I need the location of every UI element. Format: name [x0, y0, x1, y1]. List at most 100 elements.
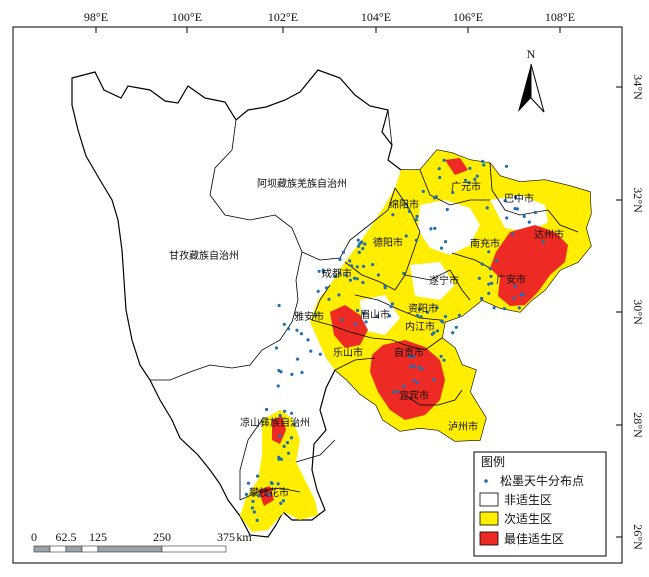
distribution-point	[533, 210, 538, 215]
distribution-point	[415, 381, 419, 385]
distribution-point	[419, 315, 423, 319]
distribution-point	[451, 190, 455, 194]
distribution-point	[402, 384, 406, 388]
distribution-point	[355, 277, 359, 281]
distribution-point	[277, 303, 281, 308]
distribution-point	[279, 370, 283, 374]
distribution-point	[353, 322, 357, 326]
distribution-point	[274, 346, 279, 350]
distribution-point	[392, 390, 396, 394]
distribution-point	[407, 209, 411, 213]
legend: 图例 松墨天牛分布点 非适生区 次适生区 最佳适生区	[473, 451, 607, 557]
label-guangan: 广安市	[496, 273, 526, 286]
distribution-point	[481, 159, 485, 163]
distribution-point	[289, 436, 294, 440]
label-ziyang: 资阳市	[408, 302, 438, 315]
distribution-point	[512, 296, 517, 300]
distribution-point	[485, 206, 489, 210]
label-panzhihua: 攀枝花市	[249, 486, 289, 499]
distribution-point	[429, 227, 433, 231]
label-deyang: 德阳市	[373, 236, 403, 249]
distribution-point	[438, 175, 442, 180]
scale-label-0: 0	[31, 530, 37, 544]
distribution-point	[285, 441, 290, 445]
distribution-point	[435, 329, 440, 333]
distribution-point	[541, 240, 545, 244]
label-nanchong: 南充市	[470, 237, 500, 250]
distribution-point	[511, 232, 515, 236]
distribution-point	[244, 492, 248, 496]
distribution-point	[340, 318, 344, 322]
distribution-point	[318, 352, 322, 356]
distribution-point	[433, 196, 437, 200]
distribution-point	[313, 313, 317, 317]
distribution-point	[286, 327, 290, 331]
distribution-point	[287, 451, 291, 455]
distribution-point	[257, 494, 261, 498]
distribution-point	[504, 164, 509, 168]
distribution-point	[433, 226, 437, 230]
distribution-point	[358, 242, 362, 246]
distribution-point	[337, 293, 341, 297]
distribution-point	[375, 314, 379, 318]
distribution-point	[348, 278, 352, 282]
legend-title: 图例	[481, 455, 505, 469]
distribution-point	[414, 238, 418, 242]
distribution-point	[299, 332, 303, 336]
distribution-point	[513, 284, 517, 289]
distribution-point	[338, 271, 342, 275]
tick-102E: 102°E	[268, 10, 298, 24]
distribution-point	[388, 314, 392, 318]
distribution-point	[475, 174, 479, 178]
legend-swatch-sub-suitable	[479, 511, 499, 526]
distribution-point	[276, 384, 280, 388]
north-arrow: N	[518, 47, 545, 113]
distribution-point	[439, 354, 443, 358]
distribution-point	[442, 358, 446, 362]
distribution-point	[278, 434, 282, 438]
label-yibin: 宜宾市	[399, 389, 429, 402]
tick-26N: 26°N	[631, 524, 645, 550]
scale-unit: km	[236, 530, 252, 544]
distribution-points	[244, 158, 545, 523]
tick-108E: 108°E	[545, 10, 575, 24]
tick-100E: 100°E	[172, 10, 202, 24]
distribution-point	[421, 189, 425, 193]
label-leshan: 乐山市	[333, 346, 363, 359]
distribution-point	[344, 273, 348, 277]
tick-32N: 32°N	[631, 187, 645, 213]
distribution-point	[283, 409, 287, 413]
distribution-point	[270, 481, 274, 485]
non-suitable-patch	[410, 262, 455, 300]
non-suitable-patch	[360, 295, 400, 335]
distribution-point	[490, 281, 494, 285]
distribution-point	[480, 296, 484, 300]
legend-item-non-suitable: 非适生区	[504, 493, 552, 507]
distribution-point	[457, 313, 461, 317]
distribution-point	[349, 264, 354, 268]
distribution-point	[404, 202, 408, 206]
distribution-point	[473, 177, 477, 181]
scale-bar: 0 62.5 125 250 375 km	[31, 530, 252, 553]
label-dazhou: 达州市	[534, 228, 564, 241]
distribution-point	[411, 355, 415, 359]
label-neijiang: 内江市	[405, 320, 435, 333]
top-axis: 98°E 100°E 102°E 104°E 106°E 108°E	[84, 10, 575, 33]
distribution-point	[355, 308, 360, 313]
distribution-point	[482, 163, 486, 167]
distribution-point	[451, 331, 455, 335]
distribution-point	[435, 306, 439, 310]
tick-34N: 34°N	[631, 74, 645, 100]
non-suitable-patch	[490, 195, 548, 232]
distribution-point	[348, 259, 352, 263]
distribution-point	[281, 499, 285, 503]
distribution-point	[265, 407, 269, 412]
distribution-point	[278, 413, 282, 418]
tick-30N: 30°N	[631, 299, 645, 325]
distribution-point	[279, 457, 283, 461]
legend-swatch-non-suitable	[479, 492, 499, 507]
distribution-point	[296, 357, 300, 361]
scale-label-250: 250	[153, 530, 171, 544]
distribution-point	[425, 310, 429, 314]
distribution-point	[356, 238, 360, 242]
